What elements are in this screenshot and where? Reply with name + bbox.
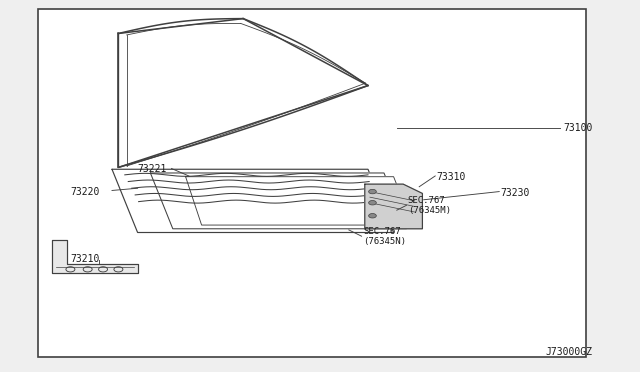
Text: SEC.767: SEC.767 xyxy=(363,227,401,236)
Polygon shape xyxy=(112,169,394,232)
Circle shape xyxy=(369,214,376,218)
Circle shape xyxy=(369,189,376,194)
Text: 73310: 73310 xyxy=(436,172,466,182)
Bar xyxy=(38,9,586,357)
Circle shape xyxy=(369,201,376,205)
Text: (76345M): (76345M) xyxy=(408,206,451,215)
Polygon shape xyxy=(52,240,138,273)
Text: 73221: 73221 xyxy=(138,164,167,173)
Text: 73220: 73220 xyxy=(70,187,100,196)
Polygon shape xyxy=(186,177,413,225)
Text: SEC.767: SEC.767 xyxy=(408,196,445,205)
Text: (76345N): (76345N) xyxy=(363,237,406,246)
Polygon shape xyxy=(150,173,406,229)
Text: 73230: 73230 xyxy=(500,188,530,198)
Polygon shape xyxy=(365,184,422,229)
Text: J73000GZ: J73000GZ xyxy=(545,347,592,356)
Polygon shape xyxy=(118,19,368,167)
Text: 73210: 73210 xyxy=(70,254,100,263)
Text: 73100: 73100 xyxy=(563,124,593,133)
